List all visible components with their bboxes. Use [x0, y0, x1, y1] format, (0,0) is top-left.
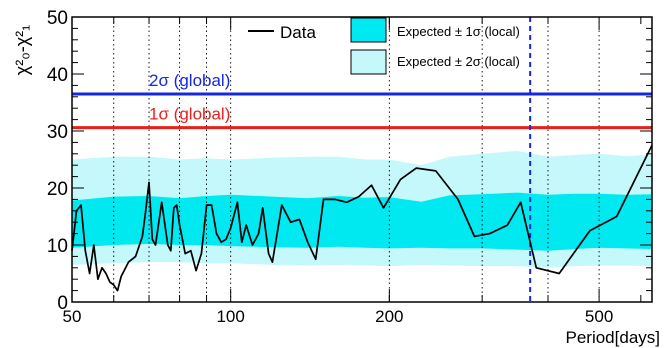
y-tick-label: 10	[47, 236, 68, 257]
expected-bands	[72, 150, 652, 268]
legend-box-swatch	[350, 49, 387, 75]
x-axis-label: Period[days]	[566, 328, 661, 347]
tick-labels: 0 10 20 30 40 50 50 100 200 500	[47, 8, 613, 326]
legend: Data Expected ± 1σ (local) Expected ± 2σ (…	[248, 17, 520, 75]
legend-label: Data	[280, 23, 316, 42]
reference-line-label: 2σ (global)	[149, 71, 230, 90]
axis-ticks	[71, 16, 652, 303]
y-axis-label: χ²₀-χ²₁	[12, 25, 32, 75]
x-tick-label: 200	[375, 307, 403, 326]
data-series	[71, 144, 653, 292]
y-tick-label: 20	[47, 179, 68, 200]
x-tick-label: 100	[216, 307, 244, 326]
reference-lines: 2σ (global) 1σ (global)	[72, 71, 652, 130]
data-series-line	[71, 144, 653, 292]
x-tick-label: 500	[585, 307, 613, 326]
y-tick-label: 40	[47, 65, 68, 86]
x-tick-label: 50	[63, 307, 82, 326]
y-tick-label: 0	[57, 293, 68, 314]
legend-box-swatch	[350, 17, 387, 43]
legend-label: Expected ± 1σ (local)	[397, 24, 520, 39]
reference-line-label: 1σ (global)	[149, 105, 230, 124]
plot-frame	[71, 16, 653, 303]
y-tick-label: 50	[47, 8, 68, 29]
legend-label: Expected ± 2σ (local)	[397, 54, 520, 69]
y-tick-label: 30	[47, 122, 68, 143]
